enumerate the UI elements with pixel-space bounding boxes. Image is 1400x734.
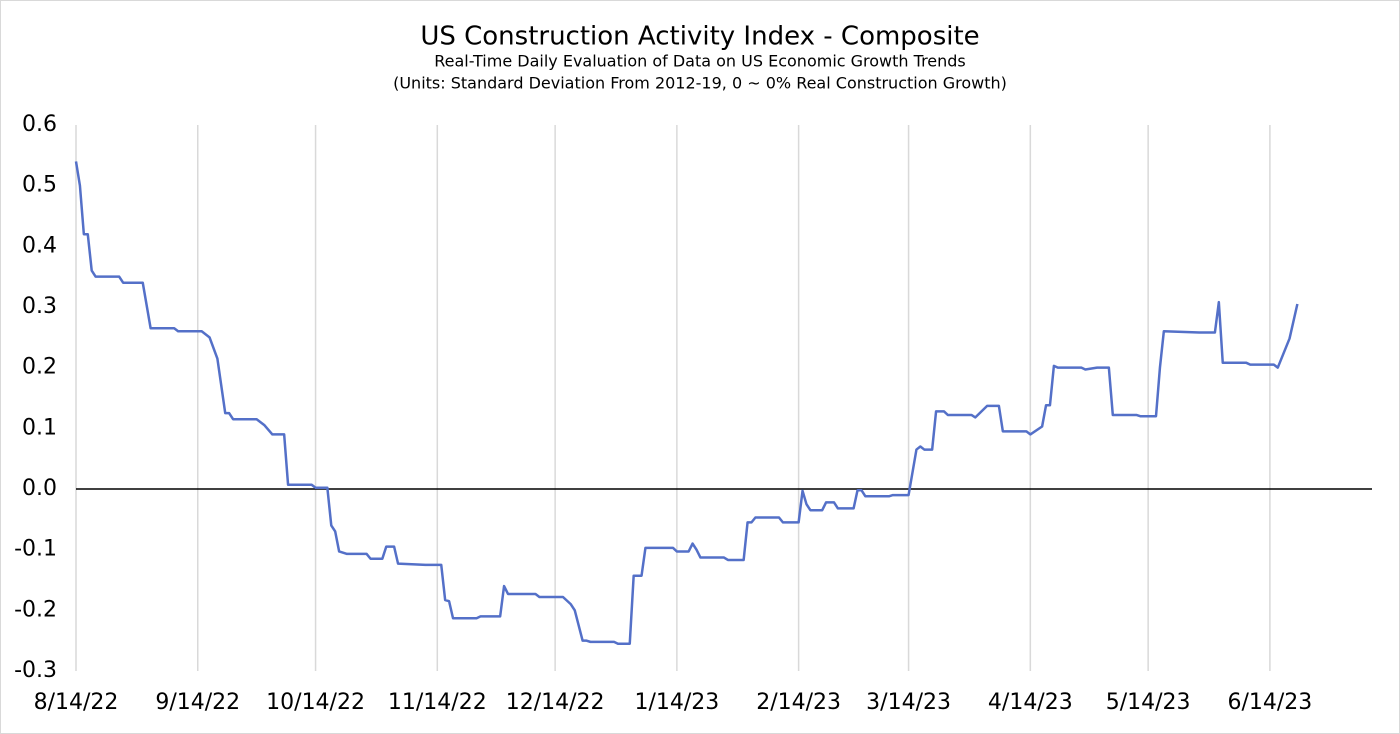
x-tick-label: 2/14/23 xyxy=(756,690,841,715)
x-tick-label: 9/14/22 xyxy=(155,690,240,715)
y-tick-label: 0.4 xyxy=(22,233,57,258)
x-tick-label: 6/14/23 xyxy=(1227,690,1312,715)
x-tick-label: 4/14/23 xyxy=(988,690,1073,715)
y-tick-label: 0.2 xyxy=(22,355,57,380)
x-tick-label: 5/14/23 xyxy=(1106,690,1191,715)
x-tick-label: 11/14/22 xyxy=(388,690,487,715)
x-tick-label: 3/14/23 xyxy=(866,690,951,715)
y-tick-label: 0.5 xyxy=(22,173,57,198)
chart-subtitle: Real-Time Daily Evaluation of Data on US… xyxy=(434,52,966,71)
y-tick-label: 0.3 xyxy=(22,294,57,319)
chart-subtitle: (Units: Standard Deviation From 2012-19,… xyxy=(393,74,1007,93)
data-line xyxy=(74,161,1299,645)
y-tick-label: -0.2 xyxy=(14,597,57,622)
chart-title: US Construction Activity Index - Composi… xyxy=(420,22,979,52)
x-tick-label: 1/14/23 xyxy=(634,690,719,715)
y-tick-label: -0.3 xyxy=(14,658,57,683)
y-tick-label: 0.0 xyxy=(22,476,57,501)
y-tick-label: 0.6 xyxy=(22,112,57,137)
y-tick-label: 0.1 xyxy=(22,415,57,440)
y-tick-label: -0.1 xyxy=(14,537,57,562)
x-tick-label: 10/14/22 xyxy=(266,690,365,715)
x-tick-label: 8/14/22 xyxy=(34,690,119,715)
x-tick-label: 12/14/22 xyxy=(506,690,605,715)
